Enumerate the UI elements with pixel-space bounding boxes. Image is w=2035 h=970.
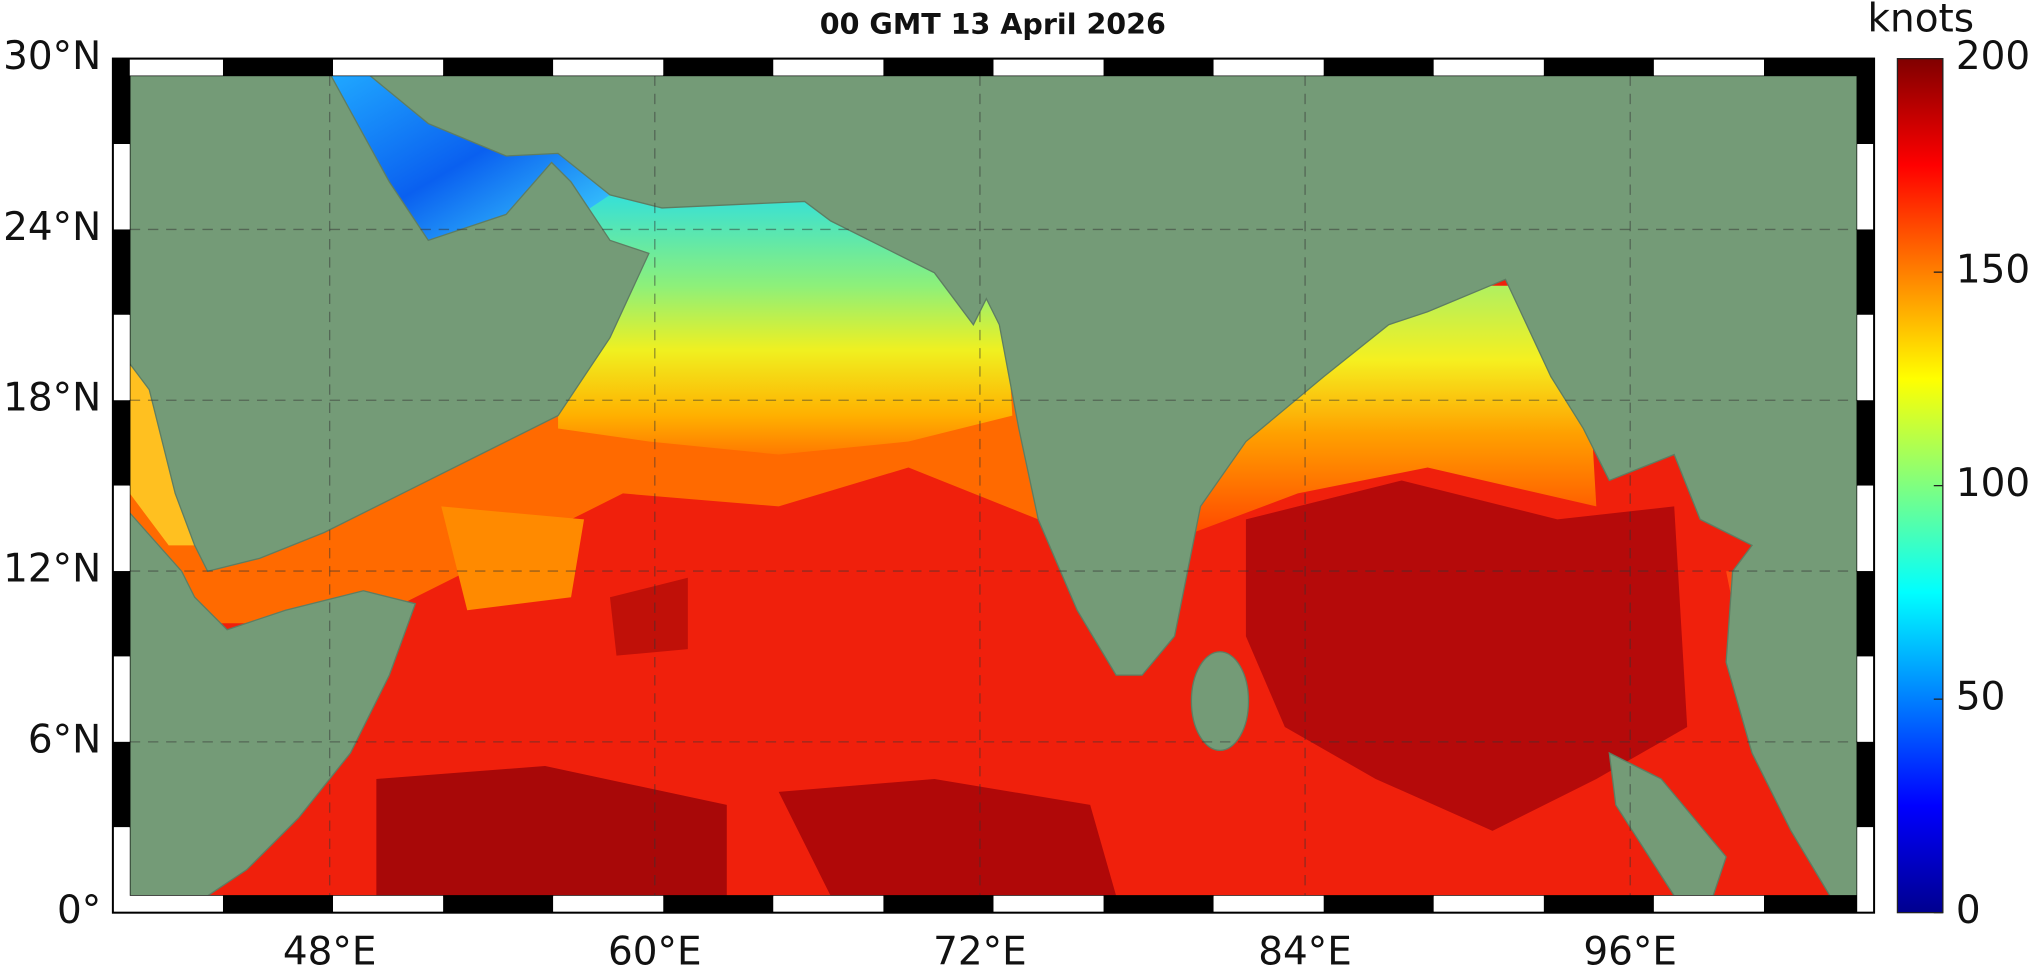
colorbar-tick-label: 0 bbox=[1956, 888, 1981, 933]
frame-segment bbox=[1857, 314, 1875, 401]
map-frame bbox=[111, 57, 1876, 914]
frame-segment bbox=[553, 895, 664, 913]
frame-segment bbox=[1213, 895, 1324, 913]
land bbox=[129, 75, 650, 573]
frame-segment bbox=[1433, 895, 1544, 913]
x-tick-label: 96°E bbox=[1583, 930, 1677, 970]
field-zone bbox=[558, 194, 1013, 455]
land bbox=[1608, 751, 1727, 896]
field-zone bbox=[1245, 480, 1688, 831]
colorbar-tick-label: 100 bbox=[1956, 461, 2030, 506]
frame-segment bbox=[1857, 827, 1875, 913]
frame-segment bbox=[112, 400, 130, 486]
frame-segment bbox=[1857, 656, 1875, 742]
wind-field bbox=[129, 75, 1858, 896]
frame-segment bbox=[112, 58, 130, 145]
frame-segment bbox=[553, 58, 664, 76]
colorbar-tick-label: 50 bbox=[1956, 675, 2006, 720]
colorbar-ticks: 0 50 100 150 200 bbox=[1933, 34, 2030, 933]
frame-segment bbox=[1543, 895, 1654, 913]
frame-segment bbox=[1857, 400, 1875, 486]
frame-segment bbox=[1857, 741, 1875, 828]
y-tick-label: 18°N bbox=[3, 376, 101, 421]
frame-segment bbox=[333, 895, 444, 913]
frame-segment bbox=[112, 656, 130, 742]
frame-segment bbox=[112, 571, 130, 657]
frame-segment bbox=[663, 58, 774, 76]
land bbox=[368, 75, 1858, 896]
frame-segment bbox=[1857, 571, 1875, 657]
frame-segment bbox=[773, 58, 884, 76]
frame-segment bbox=[112, 314, 130, 401]
field-zone bbox=[441, 506, 585, 611]
frame-segment bbox=[112, 485, 130, 572]
frame-segment bbox=[112, 827, 130, 913]
land bbox=[1190, 651, 1250, 752]
map-title: 00 GMT 13 April 2026 bbox=[820, 7, 1166, 41]
y-tick-label: 6°N bbox=[28, 717, 101, 762]
land bbox=[129, 511, 417, 896]
frame-segment bbox=[993, 58, 1104, 76]
frame-segment bbox=[1103, 58, 1214, 76]
frame-segment bbox=[1323, 895, 1434, 913]
y-tick-label: 12°N bbox=[3, 547, 101, 592]
frame-segment bbox=[1653, 895, 1764, 913]
x-tick-label: 48°E bbox=[283, 930, 377, 970]
frame-segment bbox=[112, 144, 130, 230]
frame-segment bbox=[883, 895, 994, 913]
frame-segment bbox=[222, 58, 334, 76]
frame-segment bbox=[1857, 144, 1875, 230]
colorbar-tick-label: 150 bbox=[1956, 248, 2030, 293]
frame-segment bbox=[112, 229, 130, 315]
frame-segment bbox=[112, 58, 223, 76]
frame-segment bbox=[112, 895, 223, 913]
frame-segment bbox=[1543, 58, 1654, 76]
x-tick-label: 60°E bbox=[608, 930, 702, 970]
frame-outline bbox=[111, 57, 1876, 914]
frame-segment bbox=[663, 895, 774, 913]
frame-segment bbox=[1323, 58, 1434, 76]
frame-segment bbox=[1857, 485, 1875, 572]
frame-segment bbox=[773, 895, 884, 913]
frame-segment bbox=[1433, 58, 1544, 76]
frame-segment bbox=[443, 895, 554, 913]
frame-segment bbox=[333, 58, 444, 76]
field-zone bbox=[778, 778, 1117, 896]
frame-segment bbox=[1653, 58, 1764, 76]
y-tick-label: 24°N bbox=[3, 205, 101, 250]
field-zone bbox=[376, 765, 727, 896]
x-tick-label: 84°E bbox=[1258, 930, 1352, 970]
frame-segment bbox=[222, 895, 334, 913]
frame-segment bbox=[1103, 895, 1214, 913]
frame-segment bbox=[112, 741, 130, 828]
frame-segment bbox=[443, 58, 554, 76]
colorbar-label: knots bbox=[1868, 0, 1975, 42]
ticks: 48°E 60°E 72°E 84°E 96°E 0° 6°N 12°N 18°N 24°N 30°… bbox=[3, 34, 1677, 970]
field-zone bbox=[609, 577, 688, 656]
y-tick-label: 0° bbox=[57, 888, 101, 933]
grid bbox=[129, 75, 1858, 896]
x-tick-label: 72°E bbox=[933, 930, 1027, 970]
frame-segment bbox=[1213, 58, 1324, 76]
frame-segment bbox=[883, 58, 994, 76]
y-tick-label: 30°N bbox=[3, 34, 101, 79]
colorbar-tick-label: 200 bbox=[1956, 34, 2030, 79]
frame-segment bbox=[1763, 895, 1875, 913]
frame-segment bbox=[1763, 58, 1875, 76]
frame-segment bbox=[1857, 58, 1875, 145]
frame-segment bbox=[993, 895, 1104, 913]
frame-segment bbox=[1857, 229, 1875, 315]
